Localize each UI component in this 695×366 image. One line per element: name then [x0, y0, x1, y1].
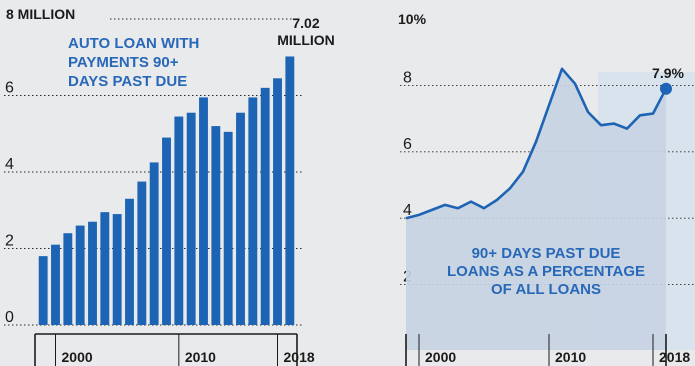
left-bar — [273, 78, 282, 325]
left-bar — [63, 233, 73, 325]
left-bar — [211, 126, 221, 325]
right-y-tick-label: 8 — [403, 69, 412, 86]
left-x-tick-label: 2000 — [62, 349, 93, 365]
right-area-fill — [406, 68, 666, 351]
left-y-tick-label: 0 — [5, 309, 14, 326]
left-bar — [88, 221, 97, 325]
left-bar — [162, 137, 171, 325]
left-bar — [38, 256, 48, 325]
left-bar — [285, 56, 295, 326]
left-y-tick-label: 6 — [5, 80, 14, 97]
left-y-tick-label: 4 — [5, 156, 14, 173]
right-y-tick-label: 6 — [403, 136, 412, 153]
left-x-tick-label: 2010 — [185, 349, 216, 365]
left-y-tick-label: 2 — [5, 233, 14, 250]
left-bar — [137, 181, 147, 325]
left-y-unit-label: 8 MILLION — [6, 6, 75, 22]
left-annotation-unit: MILLION — [277, 32, 335, 48]
right-y-unit-label: 10% — [398, 11, 427, 27]
left-chart-title-line2: PAYMENTS 90+ — [68, 54, 179, 71]
right-area-chart: 10% 2468 7.9% 90+ DAYS PAST DUE LOANS AS… — [398, 11, 695, 366]
right-x-tick-label: 2000 — [425, 349, 456, 365]
left-bar — [112, 214, 122, 325]
right-y-tick-label: 4 — [403, 202, 412, 219]
left-chart-title-line1: AUTO LOAN WITH — [68, 35, 199, 52]
left-x-axis: 2000 2010 2018 — [34, 333, 315, 366]
left-bars — [38, 56, 295, 326]
left-bar — [248, 97, 258, 325]
left-x-tick-label: 2018 — [284, 349, 315, 365]
left-bar — [186, 112, 196, 326]
left-bar — [174, 116, 184, 325]
right-annotation: 7.9% — [652, 65, 684, 81]
right-x-axis: 2000 2010 2018 — [405, 334, 690, 366]
left-bar — [51, 244, 60, 325]
left-bar — [100, 212, 110, 325]
left-bar-chart: 8 MILLION 0 2 4 6 AUTO LOAN WITH PAYMENTS 9… — [4, 6, 335, 366]
left-bar — [223, 131, 233, 325]
left-bar — [236, 112, 245, 326]
left-annotation-value: 7.02 — [292, 15, 319, 31]
right-chart-title-line2: LOANS AS A PERCENTAGE — [447, 263, 645, 280]
right-endpoint-marker — [660, 82, 672, 95]
left-bar — [199, 97, 208, 325]
right-x-tick-label: 2010 — [555, 349, 586, 365]
right-chart-title-line1: 90+ DAYS PAST DUE — [472, 245, 621, 262]
right-series-line — [405, 67, 668, 220]
left-bar — [149, 162, 159, 325]
right-x-tick-label: 2018 — [659, 349, 690, 365]
left-bar — [260, 87, 270, 325]
left-chart-title-line3: DAYS PAST DUE — [68, 73, 187, 90]
right-chart-title-line3: OF ALL LOANS — [491, 281, 601, 298]
left-y-tick-labels: 0 2 4 6 — [5, 80, 14, 327]
left-bar — [125, 198, 134, 325]
left-bar — [75, 225, 85, 325]
